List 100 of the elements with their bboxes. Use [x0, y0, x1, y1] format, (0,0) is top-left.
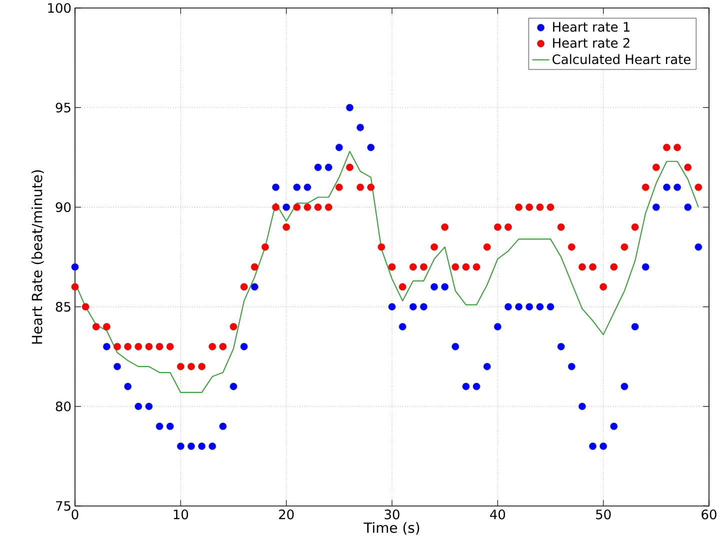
point [557, 342, 565, 350]
x-tick-label: 60 [702, 510, 716, 520]
point [240, 342, 248, 350]
point [102, 342, 110, 350]
point [652, 203, 660, 211]
point [578, 402, 586, 410]
point [546, 203, 554, 211]
point [230, 382, 238, 390]
point [250, 283, 258, 291]
point [420, 263, 428, 271]
point [674, 184, 682, 192]
point [472, 382, 480, 390]
point [589, 263, 597, 271]
point [430, 243, 438, 251]
point [409, 303, 417, 311]
point [356, 124, 364, 132]
point [198, 362, 206, 370]
point [610, 422, 618, 430]
x-tick-label: 0 [72, 510, 78, 520]
point [620, 243, 628, 251]
point [388, 263, 396, 271]
point [546, 303, 554, 311]
point [71, 263, 79, 271]
point [188, 362, 195, 370]
point [250, 263, 258, 271]
point [134, 342, 142, 350]
point [663, 144, 670, 152]
point [642, 184, 650, 192]
point [314, 164, 322, 172]
point [176, 442, 184, 450]
y-tick-label: 90 [56, 202, 71, 212]
point [631, 223, 639, 231]
point [515, 303, 523, 311]
point [314, 203, 322, 211]
point [388, 303, 396, 311]
point [452, 263, 460, 271]
point [684, 164, 692, 172]
point [219, 422, 227, 430]
point [166, 422, 174, 430]
point [652, 164, 660, 172]
point [346, 104, 354, 112]
point [398, 322, 406, 330]
point [494, 322, 502, 330]
point [504, 303, 512, 311]
point [663, 184, 670, 192]
point [156, 342, 164, 350]
point [600, 283, 608, 291]
point [462, 263, 470, 271]
point [526, 203, 534, 211]
point [441, 223, 449, 231]
x-tick-label: 50 [596, 510, 611, 520]
point [335, 144, 343, 152]
point [219, 342, 227, 350]
legend-label: Calculated Heart rate [552, 54, 690, 64]
x-tick-label: 20 [279, 510, 294, 520]
point [304, 184, 312, 192]
point [430, 283, 438, 291]
point [156, 422, 164, 430]
point [367, 144, 375, 152]
point [335, 184, 343, 192]
point [188, 442, 195, 450]
point [420, 303, 428, 311]
point [610, 263, 618, 271]
point [472, 263, 480, 271]
point [114, 342, 122, 350]
y-axis-title: Heart Rate (beat/minute) [31, 170, 44, 344]
legend-label: Heart rate 2 [553, 38, 630, 48]
x-axis-title: Time (s) [364, 522, 420, 535]
point [557, 223, 565, 231]
x-tick-label: 30 [384, 510, 400, 520]
point [114, 362, 122, 370]
point [102, 322, 110, 330]
point [92, 322, 100, 330]
point [462, 382, 470, 390]
y-tick-label: 75 [56, 501, 70, 511]
point [272, 184, 280, 192]
point [441, 283, 449, 291]
point [71, 283, 79, 291]
point [378, 243, 386, 251]
point [631, 322, 639, 330]
point [124, 342, 132, 350]
point [600, 442, 608, 450]
point [261, 243, 269, 251]
legend-label: Heart rate 1 [553, 22, 630, 32]
point [176, 362, 184, 370]
point [694, 184, 702, 192]
y-tick-label: 100 [48, 3, 71, 13]
point [674, 144, 682, 152]
point [694, 243, 702, 251]
point [515, 203, 523, 211]
point [367, 184, 375, 192]
point [124, 382, 132, 390]
point [166, 342, 174, 350]
point [568, 362, 576, 370]
point [304, 203, 312, 211]
point [409, 263, 417, 271]
point [208, 442, 216, 450]
y-tick-label: 80 [56, 402, 71, 412]
point [324, 203, 332, 211]
point [536, 203, 544, 211]
